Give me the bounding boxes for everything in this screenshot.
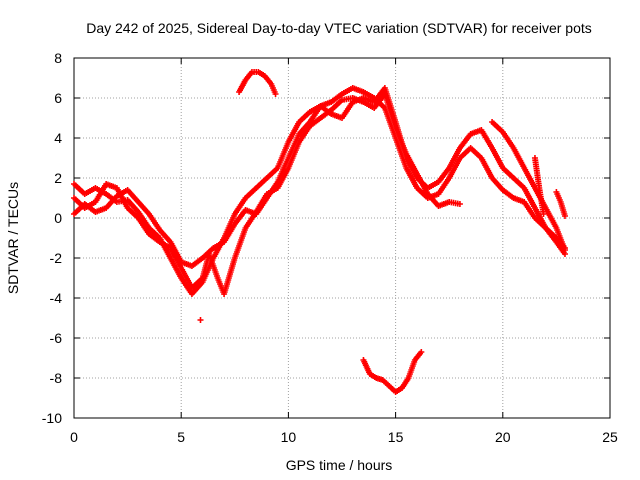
x-tick-label: 25: [602, 429, 618, 445]
plot-frame: [73, 57, 611, 419]
series-track-9: [197, 317, 204, 323]
y-tick-label: -4: [50, 290, 63, 306]
y-tick-label: -6: [50, 330, 63, 346]
y-axis-label: SDTVAR / TECUs: [5, 182, 21, 294]
data-point: [540, 211, 547, 217]
y-tick-label: -10: [42, 410, 62, 426]
x-tick-label: 20: [495, 429, 511, 445]
y-tick-label: 8: [54, 50, 62, 66]
y-tick-label: 6: [54, 90, 62, 106]
series-track-8: [360, 349, 425, 395]
tick-labels: 0 5 10 15 20 25 -10 -8 -6 -4 -2 0 2 4 6 8: [42, 50, 618, 445]
data-point: [272, 91, 279, 97]
y-tick-label: 2: [54, 170, 62, 186]
x-tick-label: 0: [70, 429, 78, 445]
data-point: [561, 213, 568, 219]
series-track-7: [236, 69, 279, 97]
series-track-4: [489, 119, 568, 253]
x-tick-label: 15: [388, 429, 404, 445]
data-point: [197, 317, 204, 323]
series-track-6: [553, 189, 568, 219]
data-point: [418, 349, 425, 355]
y-tick-label: -2: [50, 250, 63, 266]
y-tick-label: -8: [50, 370, 63, 386]
data-markers: [71, 69, 568, 395]
series-track-5: [531, 155, 547, 217]
series-track-3: [71, 91, 463, 297]
y-tick-label: 0: [54, 210, 62, 226]
data-point: [561, 247, 568, 253]
x-axis-label: GPS time / hours: [286, 457, 393, 473]
chart-title: Day 242 of 2025, Sidereal Day-to-day VTE…: [86, 20, 592, 36]
x-tick-label: 5: [177, 429, 185, 445]
y-tick-label: 4: [54, 130, 62, 146]
x-tick-label: 10: [281, 429, 297, 445]
axis-ticks: [73, 57, 611, 419]
data-point: [456, 201, 463, 207]
